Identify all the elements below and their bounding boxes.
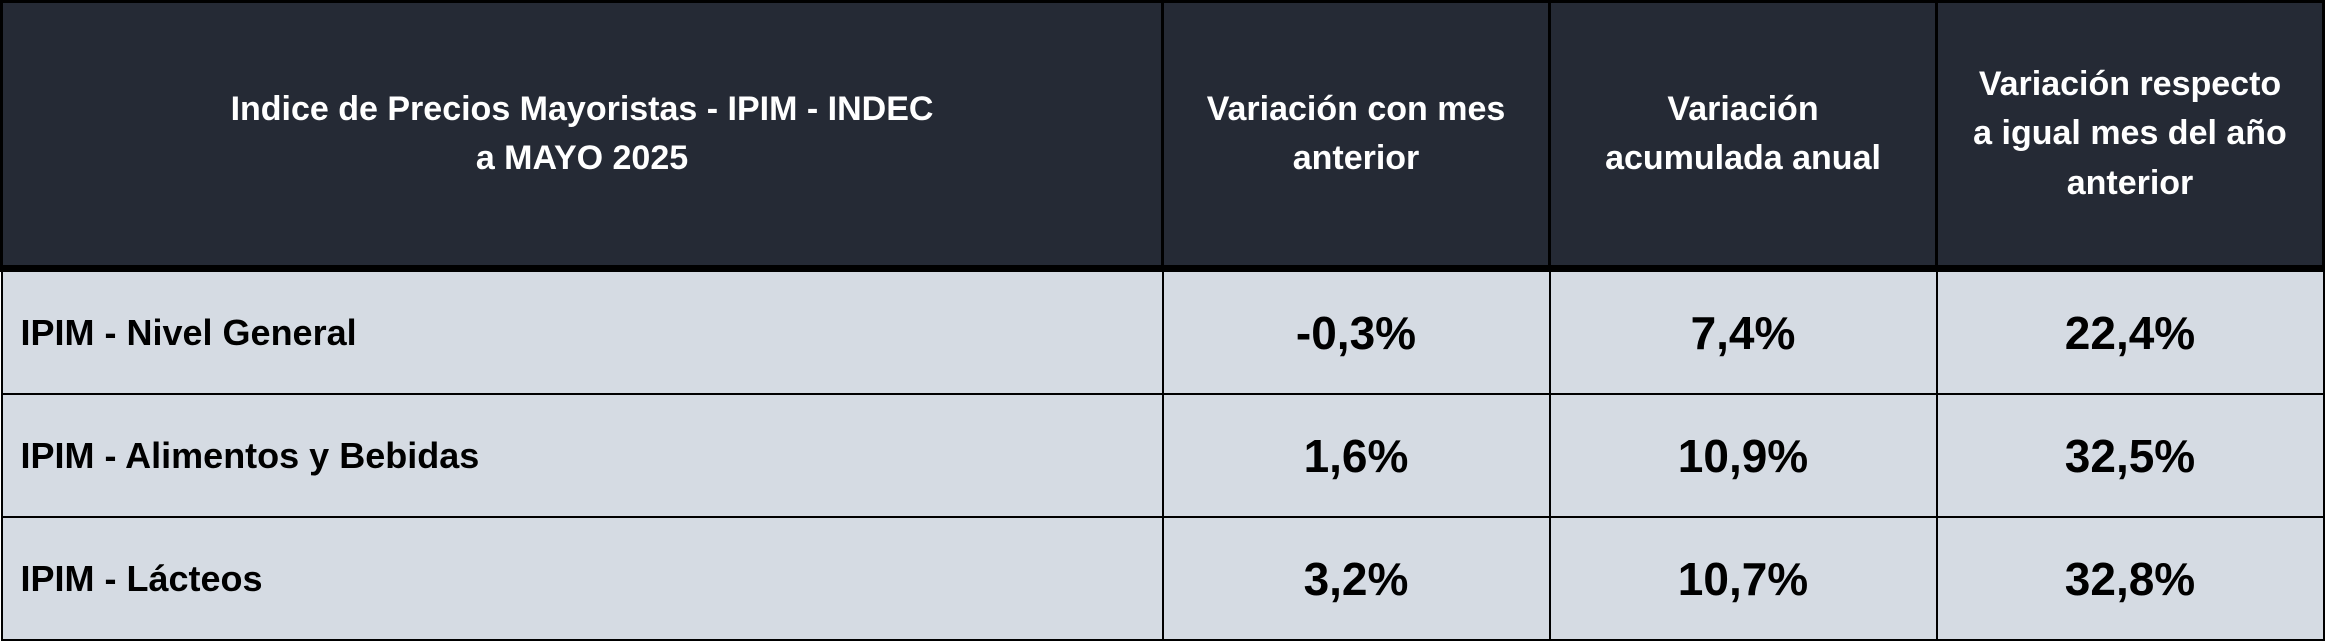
value-cell: 1,6%: [1161, 393, 1551, 518]
table-row: IPIM - Alimentos y Bebidas 1,6% 10,9% 32,5%: [0, 393, 2325, 518]
header-line: anterior: [2066, 163, 2194, 202]
value-cell: -0,3%: [1161, 267, 1551, 395]
value-cell: 10,7%: [1548, 516, 1938, 641]
value-cell: 32,8%: [1935, 516, 2325, 641]
header-line: Variación respecto: [1978, 65, 2282, 104]
header-cell: Variación respecto a igual mes del año ant…: [1935, 0, 2325, 272]
value-cell: 7,4%: [1548, 267, 1938, 395]
row-label: IPIM - Lácteos: [0, 516, 1164, 641]
header-line: Variación: [1667, 89, 1819, 128]
value-cell: 3,2%: [1161, 516, 1551, 641]
row-label: IPIM - Nivel General: [0, 267, 1164, 395]
header-line: a MAYO 2025: [475, 139, 689, 177]
row-label: IPIM - Alimentos y Bebidas: [0, 393, 1164, 518]
header-cell: Indice de Precios Mayoristas - IPIM - IN…: [0, 0, 1164, 272]
header-cell: Variación acumulada anual: [1548, 0, 1938, 272]
header-line: a igual mes del año: [1973, 114, 2287, 153]
value-cell: 10,9%: [1548, 393, 1938, 518]
value-cell: 22,4%: [1935, 267, 2325, 395]
table-row: IPIM - Nivel General -0,3% 7,4% 22,4%: [0, 267, 2325, 395]
table-body: IPIM - Nivel General -0,3% 7,4% 22,4% IPIM -…: [0, 267, 2325, 641]
header-cell: Variación con mes anterior: [1161, 0, 1551, 272]
header-line: Indice de Precios Mayoristas - IPIM - IN…: [230, 89, 934, 128]
table-row: IPIM - Lácteos 3,2% 10,7% 32,8%: [0, 516, 2325, 641]
value-cell: 32,5%: [1935, 393, 2325, 518]
header-line: anterior: [1292, 139, 1420, 177]
header-line: Variación con mes: [1206, 89, 1506, 128]
header-line: acumulada anual: [1605, 139, 1881, 177]
header-row: Indice de Precios Mayoristas - IPIM - IN…: [0, 0, 2325, 272]
